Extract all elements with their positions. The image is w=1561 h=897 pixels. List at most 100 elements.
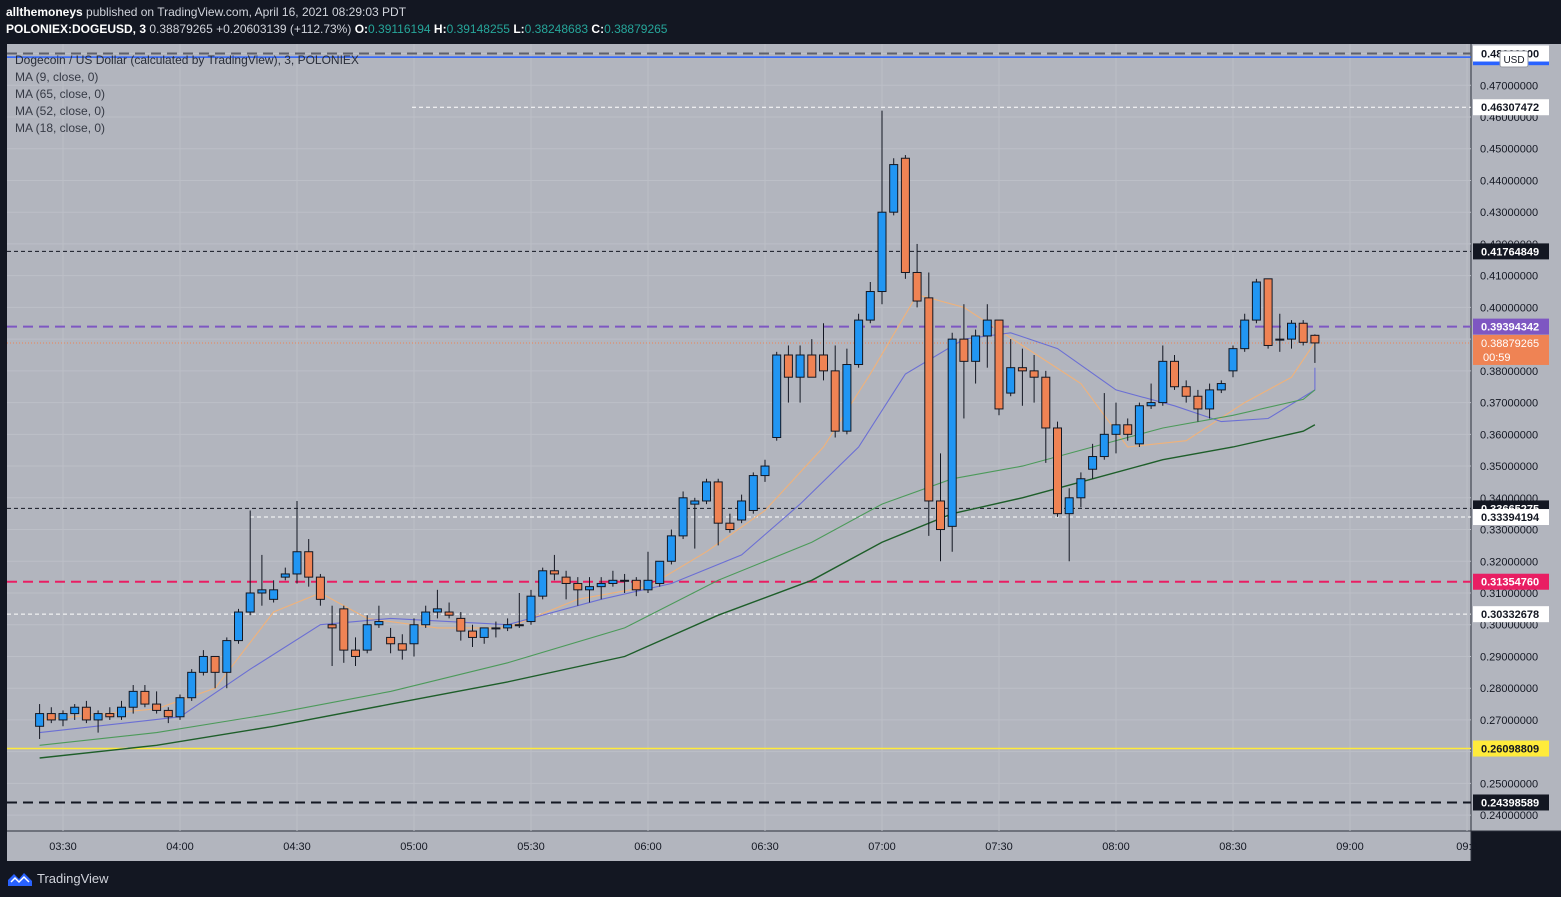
candle	[1310, 334, 1320, 363]
candle	[678, 491, 688, 540]
time-axis-ticks: 03:30 04:00 04:30 05:00 05:30 06:00 06:30 07:00…	[49, 841, 1477, 853]
y-tick-label: 0.29000000	[1480, 651, 1538, 663]
candle	[1076, 472, 1086, 508]
current-price-badge: 0.38879265 00:59	[1473, 334, 1549, 365]
candle	[1134, 402, 1144, 448]
candle	[140, 685, 150, 708]
candle	[1287, 320, 1296, 349]
x-tick-label: 04:30	[283, 841, 311, 853]
open-label: O:	[354, 22, 369, 36]
chart-header: allthemoneys published on TradingView.co…	[0, 0, 1561, 44]
candle	[725, 513, 735, 533]
x-tick-label: 07:00	[868, 841, 896, 853]
level-badge-label: 0.39394342	[1481, 322, 1539, 334]
ma-line	[39, 389, 1316, 746]
y-tick-label: 0.40000000	[1480, 302, 1538, 314]
level-badge: 0.41764849	[1473, 243, 1549, 260]
legend-ma-9[interactable]: MA (9, close, 0)	[15, 70, 99, 84]
candle	[1029, 354, 1039, 403]
candle	[1193, 389, 1203, 422]
candle	[1146, 383, 1156, 409]
candle	[538, 567, 548, 600]
y-tick-label: 0.35000000	[1480, 461, 1538, 473]
candle	[93, 710, 103, 733]
y-tick-label: 0.28000000	[1480, 683, 1538, 695]
high-label: H:	[433, 22, 447, 36]
candle	[374, 605, 384, 628]
candle	[620, 573, 630, 593]
candle	[924, 272, 934, 536]
candle	[386, 627, 396, 654]
candles	[35, 110, 1320, 739]
candle	[561, 570, 571, 600]
last-price: 0.38879265	[149, 22, 213, 36]
candle	[959, 304, 969, 419]
publisher-user[interactable]: allthemoneys	[6, 5, 83, 19]
candle	[421, 605, 431, 628]
candle	[152, 691, 162, 714]
y-tick-label: 0.32000000	[1480, 556, 1538, 568]
series-title[interactable]: Dogecoin / US Dollar (calculated by Trad…	[15, 53, 359, 67]
symbol: POLONIEX:DOGEUSD, 3	[6, 22, 147, 36]
y-tick-label: 0.31000000	[1480, 588, 1538, 600]
y-tick-label: 0.44000000	[1480, 175, 1538, 187]
candle	[315, 573, 325, 606]
candle	[128, 685, 138, 714]
candle	[795, 345, 805, 403]
candle	[783, 345, 793, 403]
candle	[491, 621, 501, 638]
tradingview-brand[interactable]: TradingView	[8, 871, 109, 886]
legend-ma-52[interactable]: MA (52, close, 0)	[15, 104, 106, 118]
x-tick-label: 09:3	[1456, 841, 1477, 853]
x-tick-label: 03:30	[49, 841, 77, 853]
candle	[666, 529, 676, 565]
ohlc-line: POLONIEX:DOGEUSD, 3 0.38879265 +0.206031…	[6, 22, 667, 36]
candle	[245, 510, 255, 616]
candle	[222, 637, 232, 689]
candle	[163, 707, 173, 724]
close-value: 0.38879265	[604, 22, 668, 36]
candle	[117, 700, 126, 720]
candle	[1053, 421, 1062, 517]
candle	[409, 618, 419, 657]
low-value: 0.38248683	[524, 22, 589, 36]
candle	[1041, 370, 1051, 463]
candle	[1275, 313, 1285, 352]
candle	[479, 627, 489, 644]
candle	[1111, 402, 1121, 454]
x-tick-label: 06:30	[751, 841, 779, 853]
legend-ma-65[interactable]: MA (65, close, 0)	[15, 87, 106, 101]
legend-ma-18[interactable]: MA (18, close, 0)	[15, 121, 106, 135]
candle	[994, 319, 1004, 416]
countdown-label: 00:59	[1483, 352, 1511, 364]
level-badge-label: 0.33394194	[1481, 512, 1540, 524]
level-badge-label: 0.26098809	[1481, 744, 1539, 756]
y-tick-label: 0.36000000	[1480, 429, 1538, 441]
candle	[339, 605, 349, 663]
candle	[175, 694, 185, 720]
level-badge: 0.24398589	[1473, 794, 1549, 811]
candle	[643, 551, 653, 593]
candle	[713, 478, 723, 546]
price-axis-background[interactable]	[1471, 44, 1561, 831]
candle	[105, 707, 115, 720]
price-change: +0.20603139 (+112.73%)	[216, 22, 352, 36]
currency-badge[interactable]: USD	[1499, 50, 1529, 68]
ma-line	[39, 424, 1316, 759]
candle	[842, 348, 852, 435]
candle	[397, 634, 407, 660]
open-value: 0.39116194	[368, 22, 431, 36]
y-tick-label: 0.27000000	[1480, 715, 1538, 727]
x-tick-label: 08:30	[1219, 841, 1247, 853]
candle	[596, 577, 606, 600]
candle	[912, 243, 922, 308]
candle	[257, 554, 267, 606]
y-tick-label: 0.41000000	[1480, 271, 1538, 283]
candle	[1251, 278, 1261, 324]
candle	[503, 618, 513, 632]
candle	[702, 478, 711, 505]
time-axis-background[interactable]	[7, 831, 1471, 861]
candle	[631, 577, 641, 597]
candle	[46, 707, 56, 724]
